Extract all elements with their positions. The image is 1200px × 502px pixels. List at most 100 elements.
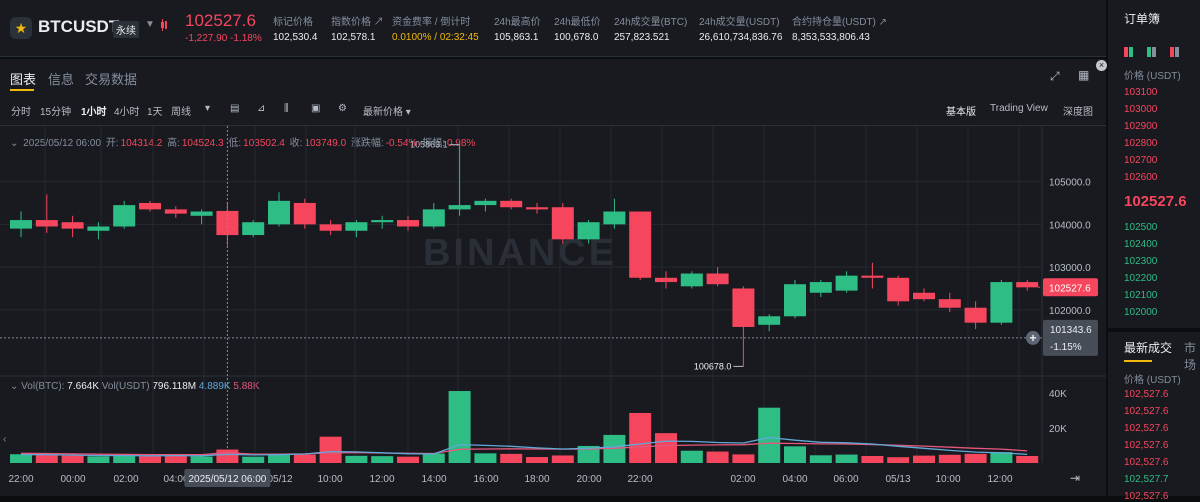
last-price-box xyxy=(1043,278,1098,297)
tab-trading-data[interactable]: 交易数据 xyxy=(85,72,138,87)
grid-layout-icon[interactable]: ▦ xyxy=(1078,68,1090,82)
interval-1w[interactable]: 周线 xyxy=(171,107,191,118)
candle-style-icon[interactable]: ⫼ xyxy=(284,103,289,114)
interval-15m[interactable]: 15分钟 xyxy=(40,107,72,118)
stat-label-high: 24h最高价 xyxy=(494,17,541,28)
candle-body xyxy=(164,209,187,214)
orderbook-ask-row[interactable]: 102700 xyxy=(1124,155,1158,166)
volume-bar xyxy=(809,455,832,463)
orderbook-bid-row[interactable]: 102000 xyxy=(1124,307,1158,318)
volume-bar xyxy=(35,454,58,463)
interval-1m[interactable]: 分时 xyxy=(11,107,31,118)
candle-body xyxy=(345,222,368,231)
volume-ma1-line xyxy=(20,436,1028,457)
price-axis-label: 104000.0 xyxy=(1049,220,1091,231)
volume-bar xyxy=(474,453,497,463)
candle-body xyxy=(655,277,677,283)
orderbook-ask-row[interactable]: 102800 xyxy=(1124,138,1158,149)
volume-bar xyxy=(551,455,574,463)
stat-label-mark: 标记价格 xyxy=(273,17,313,28)
volume-bar xyxy=(758,407,781,463)
candle-body xyxy=(500,200,523,208)
volume-bar xyxy=(861,455,884,463)
orderbook-ask-row[interactable]: 103000 xyxy=(1124,104,1158,115)
volume-bar xyxy=(242,456,265,463)
close-icon[interactable]: × xyxy=(1096,60,1107,71)
ohlc-open: 104314.2 xyxy=(120,138,163,149)
candle-body xyxy=(603,211,626,225)
symbol-dropdown-icon[interactable]: ▼ xyxy=(145,19,155,30)
ohlc-collapse-icon[interactable]: ⌄ xyxy=(10,138,19,149)
volume-bar xyxy=(113,455,136,463)
settings-icon[interactable]: ⚙ xyxy=(338,103,347,114)
price-axis-label: 102000.0 xyxy=(1049,306,1091,317)
trade-row[interactable]: 102,527.6 xyxy=(1124,406,1169,417)
trade-row[interactable]: 102,527.6 xyxy=(1124,440,1169,451)
time-axis-reset-icon: ⇥ xyxy=(1070,471,1080,485)
trade-row[interactable]: 102,527.7 xyxy=(1124,474,1169,485)
favorite-star-icon[interactable]: ★ xyxy=(10,17,32,39)
toolbar-divider xyxy=(0,125,1106,126)
price-type-select[interactable]: 最新价格 ▾ xyxy=(363,107,411,118)
orderbook-ask-row[interactable]: 103100 xyxy=(1124,87,1158,98)
view-depth[interactable]: 深度图 xyxy=(1063,107,1093,118)
template-icon[interactable]: ▣ xyxy=(311,103,321,114)
last-price: 102527.6 xyxy=(185,11,256,30)
volume-bar xyxy=(784,446,806,463)
volume-bar xyxy=(10,454,32,463)
volume-bar xyxy=(190,456,213,463)
tab-chart[interactable]: 图表 xyxy=(10,72,37,87)
orderbook-bid-row[interactable]: 102200 xyxy=(1124,273,1158,284)
orderbook-mid-price: 102527.6 xyxy=(1124,193,1187,210)
volume-bar xyxy=(371,456,394,463)
volume-bar xyxy=(938,454,961,463)
trade-row[interactable]: 102,527.6 xyxy=(1124,491,1169,502)
time-axis-label: 04:00 xyxy=(782,474,807,485)
orderbook-bid-row[interactable]: 102300 xyxy=(1124,256,1158,267)
orderbook-bid-row[interactable]: 102400 xyxy=(1124,239,1158,250)
time-axis-label: 04:00 xyxy=(163,474,188,485)
orderbook-ask-row[interactable]: 102600 xyxy=(1124,172,1158,183)
view-basic[interactable]: 基本版 xyxy=(946,107,976,118)
price-change: -1,227.90 -1.18% xyxy=(185,33,262,44)
time-axis-label: 02:00 xyxy=(113,474,138,485)
time-axis-label: 10:00 xyxy=(935,474,960,485)
trades-price-col: 价格 (USDT) xyxy=(1124,375,1181,386)
time-axis-label: 18:00 xyxy=(524,474,549,485)
interval-1h[interactable]: 1小时 xyxy=(81,107,107,118)
vol-usdt: 796.118M xyxy=(152,381,197,392)
interval-4h[interactable]: 4小时 xyxy=(114,107,140,118)
trade-row[interactable]: 102,527.6 xyxy=(1124,389,1169,400)
stat-label-vol-btc: 24h成交量(BTC) xyxy=(614,17,688,28)
ohlc-high: 104524.3 xyxy=(181,138,224,149)
ohlc-close-label: 收: xyxy=(289,138,303,149)
stat-value-oi: 8,353,533,806.43 xyxy=(792,32,870,43)
volume-bar xyxy=(139,456,161,463)
stat-label-oi[interactable]: 合约持仓量(USDT) ↗ xyxy=(792,17,888,28)
candle-body xyxy=(448,205,471,210)
trades-title[interactable]: 最新成交 xyxy=(1124,341,1173,355)
fullscreen-icon[interactable]: ⤢ xyxy=(1050,69,1060,83)
calendar-icon[interactable]: ▤ xyxy=(230,103,240,114)
ticker-header: ★ BTCUSDT 永续 ▼ 102527.6 -1,227.90 -1.18%… xyxy=(0,0,1106,57)
interval-dropdown-icon[interactable]: ▾ xyxy=(205,103,211,114)
interval-1d[interactable]: 1天 xyxy=(147,107,163,118)
symbol-name[interactable]: BTCUSDT xyxy=(38,17,120,36)
orderbook-bid-row[interactable]: 102500 xyxy=(1124,222,1158,233)
volume-collapse-icon[interactable]: ⌄ xyxy=(10,381,19,392)
stat-value-high: 105,863.1 xyxy=(494,32,539,43)
trade-row[interactable]: 102,527.6 xyxy=(1124,457,1169,468)
time-axis-label: 16:00 xyxy=(473,474,498,485)
indicator-icon[interactable]: ⊿ xyxy=(257,103,266,114)
trade-row[interactable]: 102,527.6 xyxy=(1124,423,1169,434)
time-axis-label: 02:00 xyxy=(730,474,755,485)
time-axis-label: 05/12 xyxy=(267,474,292,485)
orderbook-mode-icons[interactable] xyxy=(1124,44,1184,57)
orderbook-bid-row[interactable]: 102100 xyxy=(1124,290,1158,301)
stat-label-index[interactable]: 指数价格 ↗ xyxy=(331,17,384,28)
market-trades-tab[interactable]: 市场 xyxy=(1184,341,1197,372)
view-tradingview[interactable]: Trading View xyxy=(990,103,1048,114)
orderbook-ask-row[interactable]: 102900 xyxy=(1124,121,1158,132)
volume-bar xyxy=(577,445,600,463)
tab-info[interactable]: 信息 xyxy=(48,72,75,87)
